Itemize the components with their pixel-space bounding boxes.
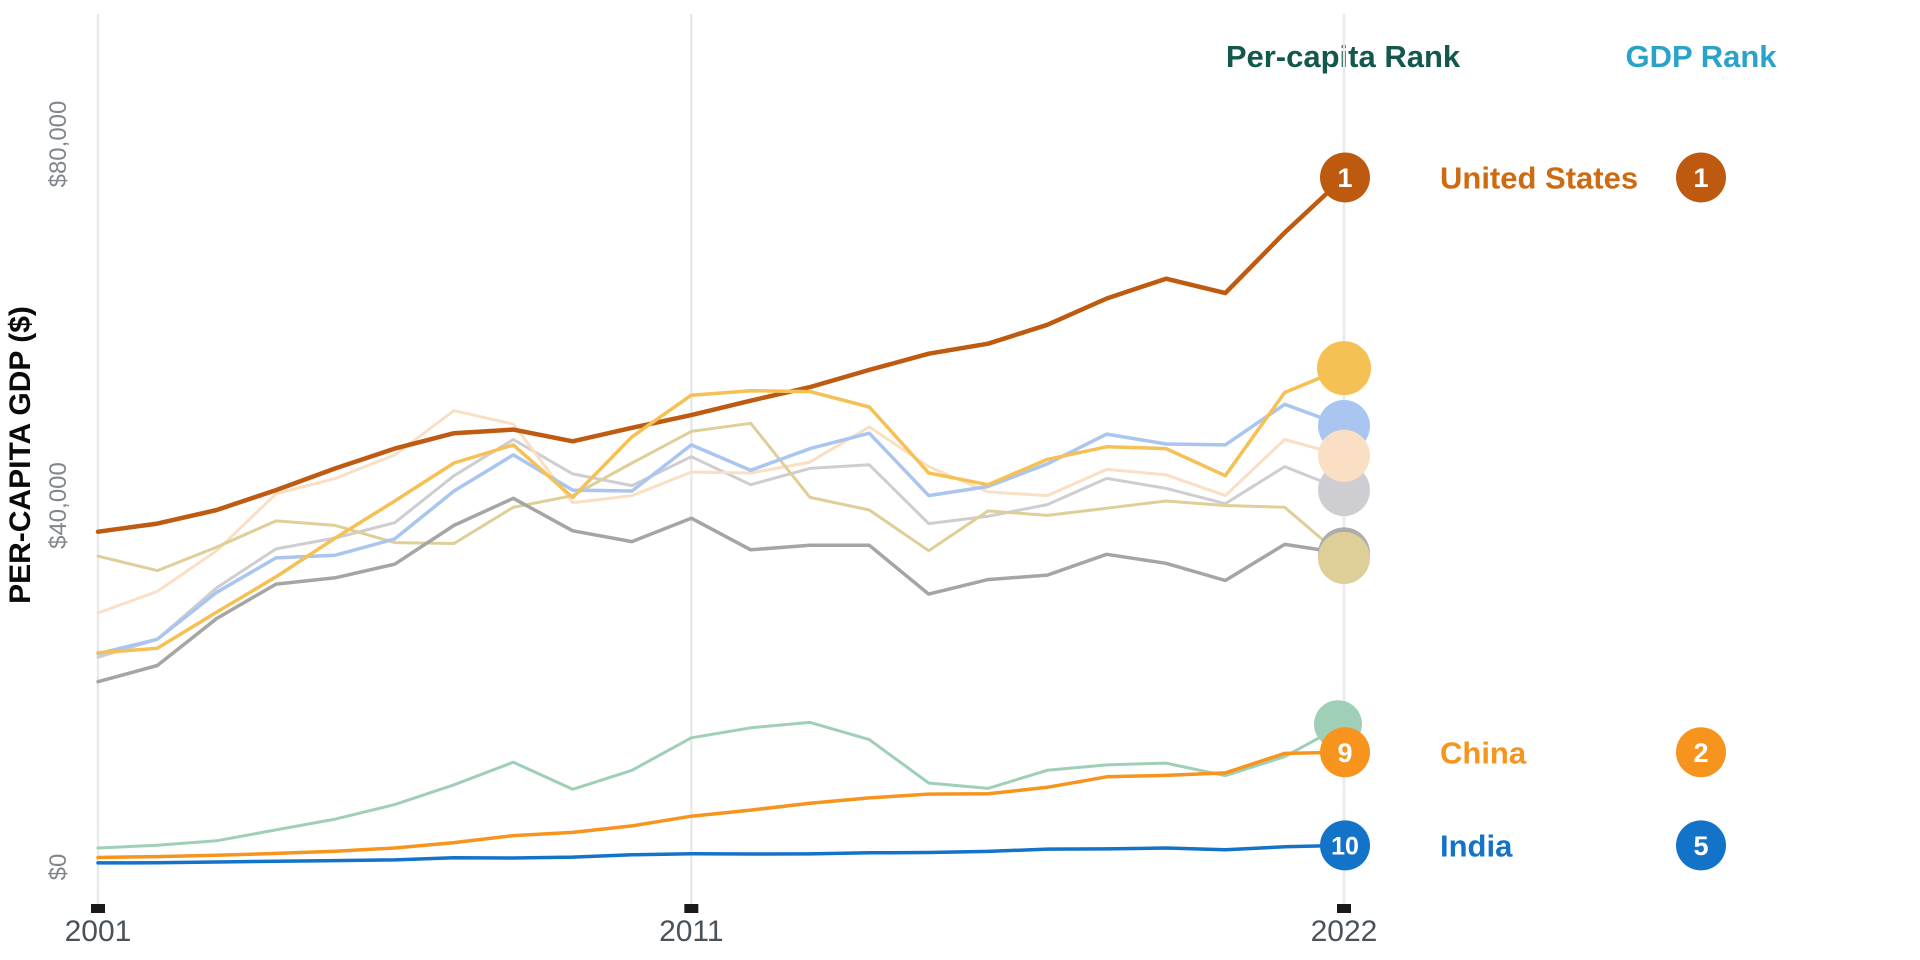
endpoint-marker-s7[interactable] [1317, 341, 1371, 396]
y-tick-label-80-000: $80,000 [45, 101, 72, 188]
gdp-rank-badge-india[interactable] [1676, 820, 1726, 871]
series-line-s8[interactable] [96, 720, 1346, 850]
percapita-rank-badge-united-states-number: 1 [1337, 163, 1352, 193]
gdp-rank-badge-china[interactable] [1676, 727, 1726, 778]
percapita-rank-badge-india[interactable] [1320, 820, 1370, 871]
percapita-rank-badge-china-number: 9 [1337, 738, 1352, 768]
series-line-s1[interactable] [96, 438, 1346, 659]
x-tick-label-2001: 2001 [65, 915, 132, 948]
percapita-rank-badge-china[interactable] [1320, 727, 1370, 778]
series-line-india[interactable] [96, 843, 1346, 865]
percapita-rank-badge-united-states[interactable] [1320, 152, 1370, 203]
gdp-rank-badge-india-number: 5 [1693, 831, 1708, 861]
x-tick-mark-2022 [1337, 904, 1351, 913]
gdp-rank-badge-united-states-number: 1 [1693, 163, 1708, 193]
series-line-s7[interactable] [96, 366, 1346, 655]
series-line-s3[interactable] [96, 421, 1346, 573]
endpoint-marker-s2[interactable] [1318, 429, 1370, 482]
x-tick-mark-2011 [684, 904, 699, 913]
series-line-s2[interactable] [96, 409, 1346, 615]
y-tick-label-0: $0 [45, 854, 72, 881]
x-tick-label-2022: 2022 [1311, 915, 1378, 948]
country-label-china: China [1440, 735, 1527, 770]
x-tick-mark-2001 [91, 904, 105, 913]
country-label-india: India [1440, 829, 1513, 864]
gdp-rank-header: GDP Rank [1625, 39, 1777, 74]
gdp-rank-badge-china-number: 2 [1693, 738, 1708, 768]
series-line-united-states[interactable] [95, 175, 1347, 534]
percapita-rank-badge-india-number: 10 [1331, 832, 1359, 860]
series-line-china[interactable] [96, 750, 1346, 860]
gdp-rank-badge-united-states[interactable] [1676, 152, 1726, 203]
y-axis-title: PER-CAPITA GDP ($) [4, 306, 37, 604]
x-tick-label-2011: 2011 [659, 915, 724, 948]
chart-layer: 2001 2011 2022 $0 $40,000 $80,000 1 United Stat… [45, 14, 1726, 948]
series-line-s4[interactable] [96, 496, 1346, 684]
series-line-s5[interactable] [96, 402, 1346, 656]
country-label-united-states: United States [1440, 161, 1638, 196]
endpoint-marker-s3[interactable] [1318, 531, 1370, 584]
y-tick-label-40-000: $40,000 [45, 462, 72, 549]
